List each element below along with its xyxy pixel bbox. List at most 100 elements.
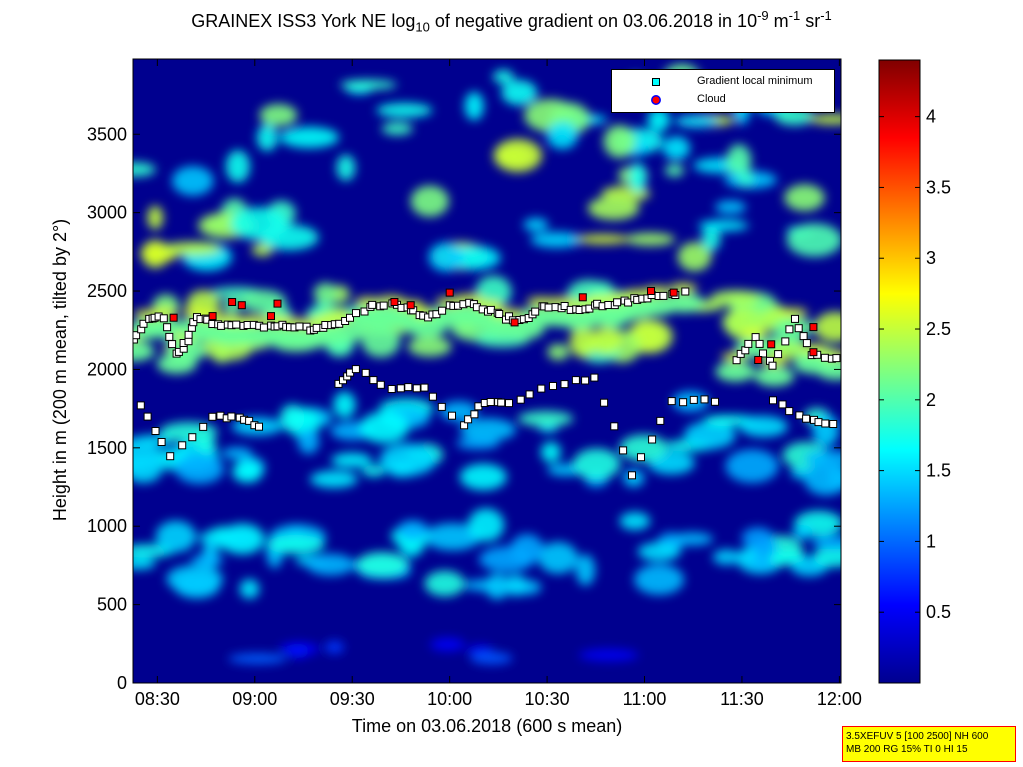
- heatmap-cell: [212, 342, 230, 364]
- gradient-minimum-marker: [832, 354, 841, 363]
- gradient-minimum-marker: [136, 401, 145, 410]
- gradient-minimum-marker: [486, 305, 495, 314]
- heatmap-cell: [784, 184, 825, 212]
- heatmap-cell: [172, 166, 214, 196]
- heatmap-cell: [251, 243, 274, 257]
- heatmap-cell: [715, 200, 747, 214]
- gradient-minimum-marker: [560, 380, 569, 389]
- y-tick-label: 3000: [87, 203, 127, 223]
- x-tick-label: 10:30: [525, 689, 570, 709]
- gradient-minimum-marker: [768, 361, 777, 370]
- heatmap-cell: [475, 275, 512, 308]
- heatmap-cell: [286, 643, 310, 659]
- x-tick-label: 11:00: [623, 689, 667, 709]
- cloud-marker: [390, 298, 399, 306]
- gradient-minimum-marker: [312, 323, 321, 332]
- heatmap-cell: [662, 136, 691, 161]
- cloud-marker: [809, 348, 818, 357]
- heatmap-cell: [387, 459, 415, 476]
- gradient-minimum-marker: [470, 410, 479, 419]
- title-superscript-sr: -1: [820, 8, 832, 23]
- gradient-minimum-marker: [700, 395, 709, 404]
- heatmap-cell: [664, 164, 685, 177]
- gradient-minimum-marker: [744, 339, 753, 348]
- gradient-minimum-marker: [295, 322, 304, 331]
- infobox-line-2: MB 200 RG 15% TI 0 HI 15: [846, 744, 968, 755]
- gradient-minimum-marker: [368, 300, 377, 309]
- heatmap-cell: [381, 122, 413, 136]
- gradient-minimum-marker: [346, 313, 354, 322]
- heatmap-cell: [333, 391, 356, 418]
- gradient-minimum-marker: [624, 298, 633, 307]
- gradient-minimum-marker: [157, 438, 166, 446]
- gradient-minimum-marker: [163, 323, 172, 332]
- gradient-minimum-marker: [829, 420, 838, 428]
- heatmap-band-cell: [754, 366, 795, 387]
- infobox-line-1: 3.5XEFUV 5 [100 2500] NH 600: [846, 731, 989, 742]
- heatmap-cell: [133, 437, 161, 472]
- gradient-minimum-marker: [637, 453, 645, 462]
- gradient-minimum-marker: [751, 333, 760, 342]
- heatmap-cell: [813, 546, 841, 568]
- gradient-minimum-marker: [759, 349, 767, 358]
- gradient-minimum-marker: [781, 337, 790, 346]
- heatmap-cell: [361, 465, 386, 477]
- cloud-marker: [237, 301, 246, 310]
- heatmap-cell: [540, 441, 561, 463]
- heatmap-cell: [547, 343, 570, 361]
- heatmap-cell: [485, 573, 510, 600]
- legend-item-cloud: Cloud: [612, 92, 834, 108]
- gradient-minimum-marker: [778, 400, 787, 409]
- title-part-4: sr: [800, 11, 821, 31]
- heatmap-cell: [671, 532, 714, 546]
- gradient-minimum-marker: [516, 395, 525, 404]
- gradient-minimum-marker: [199, 422, 208, 431]
- gradient-minimum-marker: [600, 398, 609, 407]
- gradient-minimum-marker: [361, 368, 370, 377]
- heatmap-cell: [198, 529, 258, 547]
- heatmap-cell: [634, 564, 684, 595]
- heatmap-cell: [331, 452, 373, 468]
- heatmap-cell: [637, 542, 681, 562]
- heatmap-cell: [313, 282, 338, 305]
- heatmap-cell: [133, 162, 156, 177]
- gradient-minimum-marker: [376, 380, 385, 389]
- gradient-minimum-marker: [795, 411, 804, 420]
- gradient-minimum-marker: [610, 422, 619, 431]
- colorbar-tick-label: 1.5: [926, 461, 951, 481]
- gradient-minimum-marker: [785, 407, 794, 416]
- gradient-minimum-marker: [232, 320, 241, 329]
- gradient-minimum-marker: [581, 376, 590, 385]
- cloud-marker: [578, 293, 587, 302]
- gradient-minimum-marker: [799, 332, 808, 341]
- gradient-minimum-marker: [437, 402, 446, 411]
- gradient-minimum-marker: [188, 433, 197, 442]
- gradient-minimum-marker: [785, 325, 794, 334]
- heatmap-cell: [619, 512, 651, 531]
- heatmap-cell: [786, 223, 841, 257]
- chart-title: GRAINEX ISS3 York NE log10 of negative g…: [0, 8, 1023, 35]
- heatmap-cell: [493, 138, 543, 173]
- gradient-minimum-marker: [133, 331, 141, 340]
- gradient-minimum-marker: [755, 339, 764, 348]
- gradient-minimum-marker: [387, 385, 396, 393]
- heatmap-cell: [361, 325, 401, 358]
- heatmap-cell: [232, 460, 263, 483]
- x-tick-label: 09:30: [330, 689, 375, 709]
- y-tick-label: 2500: [87, 281, 127, 301]
- heatmap-cell: [587, 196, 640, 220]
- heatmap-field: [133, 59, 841, 683]
- gradient-minimum-marker: [412, 384, 421, 393]
- cloud-marker: [669, 288, 678, 297]
- colorbar-tick-label: 2: [926, 390, 936, 410]
- heatmap-cell: [464, 91, 484, 121]
- cloud-marker: [273, 299, 282, 308]
- gradient-minimum-marker: [821, 419, 830, 428]
- heatmap-cell: [603, 125, 636, 158]
- heatmap-cell: [523, 218, 549, 232]
- heatmap-cell: [726, 144, 752, 177]
- heatmap-cell: [297, 428, 320, 454]
- gradient-minimum-marker: [549, 382, 557, 390]
- circle-marker-icon: [651, 95, 661, 105]
- heatmap-cell: [804, 450, 841, 467]
